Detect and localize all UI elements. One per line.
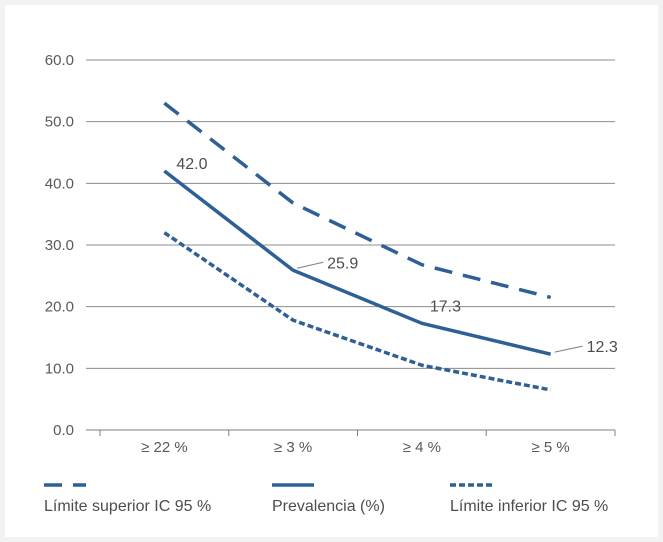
x-tick-label: ≥ 3 % (274, 439, 312, 456)
data-label: 12.3 (587, 339, 618, 356)
x-tick-label: ≥ 4 % (403, 439, 441, 456)
series-line-solid (163, 169, 552, 356)
legend-label: Límite superior IC 95 % (44, 498, 211, 515)
legend: Límite superior IC 95 % Prevalencia (%) Lí… (44, 483, 608, 515)
legend-label: Límite inferior IC 95 % (450, 498, 608, 515)
y-tick-label: 20.0 (45, 299, 74, 316)
series-line-dotted (163, 231, 551, 392)
data-label: 17.3 (430, 298, 461, 315)
y-tick-label: 40.0 (45, 175, 74, 192)
y-tick-label: 60.0 (45, 52, 74, 69)
y-tick-label: 30.0 (45, 237, 74, 254)
chart-panel (5, 5, 658, 537)
y-tick-label: 50.0 (45, 114, 74, 131)
series-line-dashed (163, 101, 552, 300)
x-tick-label: ≥ 22 % (141, 439, 188, 456)
grid (86, 59, 615, 431)
x-axis: ≥ 22 % ≥ 3 % ≥ 4 % ≥ 5 % (99, 430, 616, 456)
data-labels: 42.0 25.9 17.3 12.3 (176, 156, 617, 356)
series-group (163, 101, 552, 392)
x-tick-label: ≥ 5 % (532, 439, 570, 456)
y-tick-label: 0.0 (53, 422, 74, 439)
y-tick-label: 10.0 (45, 360, 74, 377)
label-leader-line (297, 261, 324, 269)
data-label: 25.9 (327, 255, 358, 272)
y-axis: 0.0 10.0 20.0 30.0 40.0 50.0 60.0 (45, 52, 74, 439)
legend-label: Prevalencia (%) (272, 498, 385, 515)
data-label: 42.0 (176, 156, 207, 173)
label-leader-line (554, 345, 583, 353)
